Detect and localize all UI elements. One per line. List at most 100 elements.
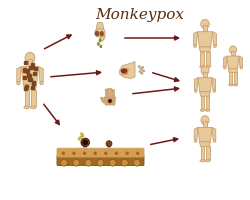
Ellipse shape — [240, 67, 242, 69]
Polygon shape — [200, 146, 204, 160]
Bar — [34, 67, 37, 70]
Ellipse shape — [200, 160, 204, 162]
Polygon shape — [108, 146, 110, 149]
FancyBboxPatch shape — [57, 155, 144, 166]
Ellipse shape — [194, 140, 197, 142]
Polygon shape — [234, 72, 237, 84]
Polygon shape — [239, 56, 242, 67]
Bar — [110, 89, 112, 97]
Ellipse shape — [80, 136, 82, 138]
Polygon shape — [120, 62, 135, 78]
Polygon shape — [194, 78, 198, 90]
Ellipse shape — [110, 88, 112, 90]
Ellipse shape — [95, 29, 105, 37]
Bar — [23, 68, 26, 72]
Polygon shape — [228, 69, 238, 72]
Polygon shape — [200, 96, 204, 109]
Polygon shape — [122, 68, 128, 71]
Polygon shape — [17, 67, 21, 82]
Ellipse shape — [108, 88, 109, 90]
Ellipse shape — [206, 160, 210, 162]
Circle shape — [134, 159, 140, 166]
Ellipse shape — [138, 66, 140, 67]
Bar — [30, 63, 34, 66]
Polygon shape — [200, 52, 204, 66]
Bar — [28, 78, 32, 81]
Circle shape — [94, 152, 96, 154]
Circle shape — [97, 159, 104, 166]
Polygon shape — [84, 145, 87, 149]
Polygon shape — [39, 67, 43, 82]
Polygon shape — [96, 23, 104, 31]
Ellipse shape — [82, 135, 84, 136]
Bar — [203, 25, 207, 31]
Ellipse shape — [24, 106, 30, 109]
Polygon shape — [206, 96, 210, 109]
Ellipse shape — [81, 133, 83, 135]
Circle shape — [84, 152, 86, 154]
Polygon shape — [206, 146, 210, 160]
Bar — [232, 51, 234, 55]
Ellipse shape — [224, 67, 226, 69]
Ellipse shape — [194, 90, 197, 92]
Circle shape — [83, 140, 87, 145]
Bar — [28, 59, 32, 66]
Polygon shape — [227, 56, 239, 69]
Polygon shape — [24, 84, 36, 90]
Bar — [203, 72, 207, 77]
Ellipse shape — [105, 89, 107, 91]
Ellipse shape — [200, 66, 204, 68]
Polygon shape — [122, 71, 128, 74]
Bar — [24, 61, 27, 64]
Ellipse shape — [112, 89, 114, 91]
Circle shape — [73, 159, 80, 166]
Circle shape — [109, 159, 116, 166]
Circle shape — [85, 159, 92, 166]
Bar — [24, 87, 27, 90]
Ellipse shape — [234, 84, 237, 86]
Bar — [112, 90, 114, 97]
Polygon shape — [212, 32, 216, 45]
Circle shape — [62, 152, 64, 154]
Ellipse shape — [213, 90, 216, 92]
Ellipse shape — [142, 67, 144, 68]
Ellipse shape — [139, 71, 141, 72]
Ellipse shape — [122, 69, 126, 73]
Polygon shape — [224, 56, 227, 67]
Ellipse shape — [95, 32, 99, 36]
Ellipse shape — [213, 140, 216, 142]
Text: Monkeypox: Monkeypox — [96, 8, 184, 22]
Ellipse shape — [78, 138, 80, 140]
Polygon shape — [198, 127, 212, 142]
Ellipse shape — [201, 19, 209, 29]
Polygon shape — [100, 97, 104, 103]
Ellipse shape — [229, 84, 232, 86]
Bar — [108, 89, 109, 97]
Ellipse shape — [30, 106, 36, 109]
FancyBboxPatch shape — [57, 148, 144, 157]
Bar — [30, 86, 34, 89]
Ellipse shape — [99, 39, 101, 42]
Circle shape — [126, 152, 128, 154]
Polygon shape — [31, 90, 36, 106]
Circle shape — [137, 152, 139, 154]
Circle shape — [116, 152, 117, 154]
Bar — [27, 74, 30, 77]
Bar — [105, 90, 107, 97]
Ellipse shape — [100, 45, 102, 48]
Ellipse shape — [201, 116, 209, 125]
Ellipse shape — [140, 69, 142, 70]
Polygon shape — [200, 142, 210, 146]
Ellipse shape — [100, 32, 103, 36]
Bar — [33, 72, 36, 75]
Polygon shape — [100, 23, 105, 41]
Ellipse shape — [17, 81, 20, 85]
Circle shape — [73, 152, 75, 154]
Polygon shape — [198, 32, 212, 47]
Polygon shape — [104, 97, 116, 105]
Ellipse shape — [206, 66, 210, 68]
Circle shape — [106, 141, 112, 147]
Ellipse shape — [40, 81, 43, 85]
Bar — [25, 85, 28, 88]
Circle shape — [61, 159, 68, 166]
